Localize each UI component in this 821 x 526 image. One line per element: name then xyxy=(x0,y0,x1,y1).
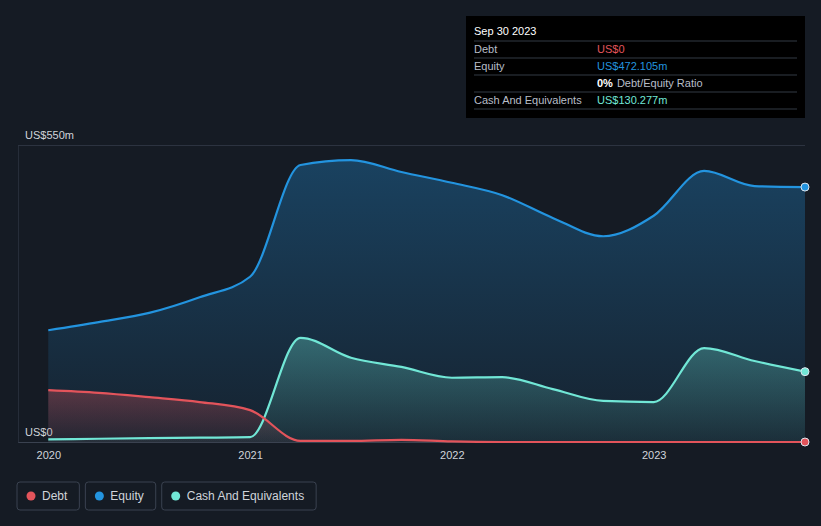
legend-label: Equity xyxy=(110,489,143,503)
legend-swatch xyxy=(27,492,36,501)
info-box: Sep 30 2023 Debt US$0 Equity US$472.105m 0% De… xyxy=(466,16,805,118)
legend-label: Debt xyxy=(42,489,68,503)
y-tick-label: US$550m xyxy=(25,129,74,141)
info-separator xyxy=(474,41,797,42)
legend-swatch xyxy=(171,492,180,501)
x-tick-label: 2022 xyxy=(440,449,464,461)
x-tick: 2020 xyxy=(37,442,61,461)
info-separator xyxy=(474,75,797,76)
x-tick: 2021 xyxy=(238,442,262,461)
info-suffix: Debt/Equity Ratio xyxy=(617,77,703,89)
end-point xyxy=(801,183,809,191)
legend: Debt Equity Cash And Equivalents xyxy=(17,482,316,510)
chart: US$0US$550m2020202120222023DebtEquityCas… xyxy=(0,0,821,526)
y-axis: US$0US$550m xyxy=(18,129,805,443)
legend-item: Equity xyxy=(85,482,155,510)
series-line xyxy=(48,390,805,442)
legend-box xyxy=(85,482,155,510)
info-separator xyxy=(474,109,797,110)
series-line xyxy=(48,160,805,330)
legend-label: Cash And Equivalents xyxy=(187,489,304,503)
legend-box xyxy=(162,482,316,510)
x-tick-label: 2021 xyxy=(238,449,262,461)
info-value: 0% xyxy=(597,77,613,89)
info-label: Cash And Equivalents xyxy=(474,94,582,106)
series-area xyxy=(48,160,805,442)
info-label: Equity xyxy=(474,60,505,72)
info-box-bg xyxy=(466,16,805,118)
grid-line xyxy=(18,145,805,146)
end-point xyxy=(801,438,809,446)
info-label: Debt xyxy=(474,43,497,55)
y-tick: US$550m xyxy=(18,129,805,146)
x-tick-label: 2023 xyxy=(642,449,666,461)
x-tick-label: 2020 xyxy=(37,449,61,461)
legend-swatch xyxy=(95,492,104,501)
info-value: US$0 xyxy=(597,43,625,55)
series-area xyxy=(48,338,805,442)
legend-item: Debt xyxy=(17,482,79,510)
series-line xyxy=(48,338,805,440)
series-area xyxy=(48,390,805,442)
x-axis: 2020 2021 2022 2023 xyxy=(19,442,806,461)
background xyxy=(0,0,821,526)
x-tick: 2023 xyxy=(642,442,666,461)
info-separator xyxy=(474,92,797,93)
info-separator xyxy=(474,58,797,59)
y-axis-line xyxy=(18,146,19,443)
info-value: US$130.277m xyxy=(597,94,667,106)
legend-item: Cash And Equivalents xyxy=(162,482,316,510)
legend-box xyxy=(17,482,79,510)
info-title: Sep 30 2023 xyxy=(474,25,536,37)
end-point xyxy=(801,368,809,376)
x-tick: 2022 xyxy=(440,442,464,461)
plot-area xyxy=(48,160,809,446)
info-value: US$472.105m xyxy=(597,60,667,72)
